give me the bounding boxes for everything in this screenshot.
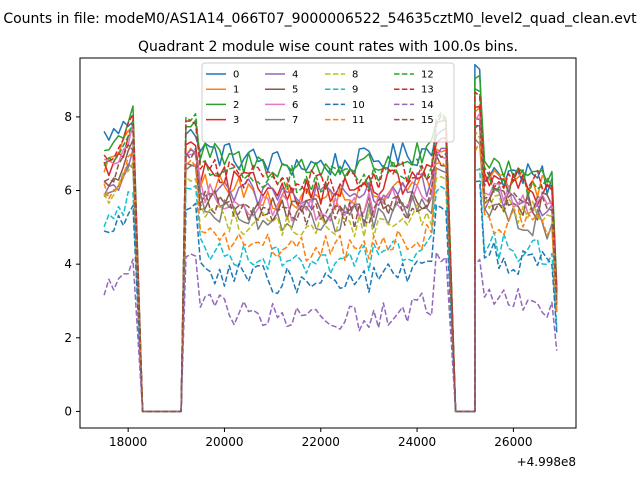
x-offset-label: +4.998e8 [517, 455, 576, 469]
y-axis: 0 2 4 6 8 [64, 110, 80, 418]
series-layer [103, 63, 558, 413]
chart-title: Quadrant 2 module wise count rates with … [138, 39, 518, 55]
legend-label-12: 12 [421, 70, 434, 81]
legend-label-14: 14 [421, 100, 434, 111]
legend-label-4: 4 [292, 70, 298, 81]
series-line-0 [103, 63, 558, 413]
x-axis: 18000 20000 22000 24000 26000 [109, 428, 532, 449]
legend-label-6: 6 [292, 100, 298, 111]
series-line-14 [103, 251, 558, 413]
legend-label-10: 10 [352, 100, 365, 111]
series-line-6 [104, 112, 558, 413]
series-line-10 [103, 180, 558, 413]
y-tick-label: 4 [64, 257, 72, 271]
legend-label-11: 11 [352, 115, 365, 126]
series-line-11 [103, 140, 558, 413]
legend-label-9: 9 [352, 85, 358, 96]
figure-suptitle: Counts in file: modeM0/AS1A14_066T07_900… [3, 11, 637, 27]
x-tick-label: 20000 [205, 435, 243, 449]
x-tick-label: 18000 [109, 435, 147, 449]
x-tick-label: 22000 [302, 435, 340, 449]
y-tick-label: 8 [64, 110, 72, 124]
y-tick-label: 2 [64, 331, 72, 345]
series-line-2 [103, 74, 558, 413]
legend-label-2: 2 [233, 100, 239, 111]
legend-label-15: 15 [421, 115, 434, 126]
series-line-9 [103, 167, 558, 413]
legend-label-1: 1 [233, 85, 239, 96]
y-tick-label: 0 [64, 404, 72, 418]
legend-frame [201, 62, 455, 143]
y-tick-label: 6 [64, 184, 72, 198]
series-line-15 [103, 123, 558, 413]
legend-label-0: 0 [233, 70, 239, 81]
legend-label-5: 5 [292, 85, 298, 96]
legend-label-13: 13 [421, 85, 434, 96]
series-line-13 [103, 91, 558, 413]
plot-frame [79, 57, 577, 429]
x-tick-label: 24000 [398, 435, 436, 449]
x-tick-label: 26000 [494, 435, 532, 449]
legend-label-7: 7 [292, 115, 298, 126]
legend-label-3: 3 [233, 115, 239, 126]
legend-label-8: 8 [352, 70, 358, 81]
